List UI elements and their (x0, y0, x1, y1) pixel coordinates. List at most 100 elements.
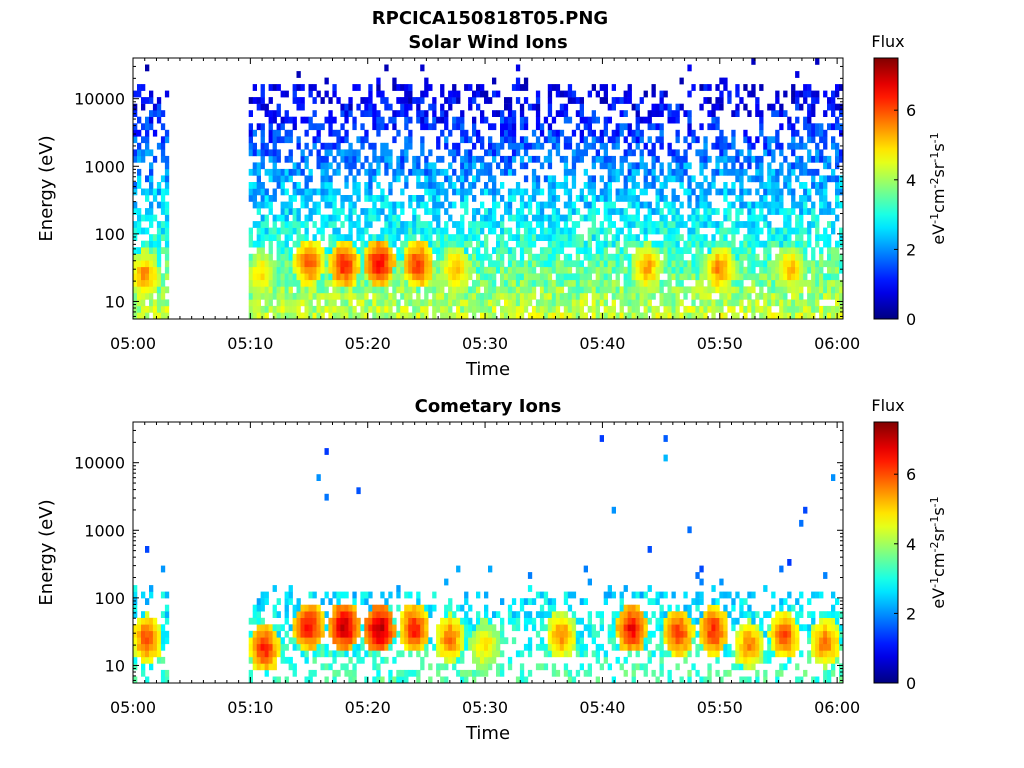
spectrogram-cell (775, 279, 780, 287)
spectrogram-cell (296, 71, 301, 78)
spectrogram-cell (611, 312, 616, 320)
spectrogram-cell (248, 253, 253, 261)
spectrogram-cell (683, 136, 688, 144)
spectrogram-cell (751, 273, 756, 281)
spectrogram-cell (547, 260, 553, 268)
spectrogram-cell (376, 604, 381, 612)
spectrogram-cell (412, 617, 417, 625)
spectrogram-cell (460, 123, 465, 131)
spectrogram-cell (555, 149, 561, 157)
spectrogram-cell (719, 240, 724, 248)
spectrogram-cell (751, 208, 756, 215)
spectrogram-cell (743, 273, 748, 281)
spectrogram-cell (372, 247, 377, 254)
spectrogram-cell (735, 195, 740, 202)
spectrogram-cell (476, 624, 481, 632)
spectrogram-cell (141, 663, 146, 671)
spectrogram-cell (149, 630, 154, 638)
spectrogram-cell (384, 247, 389, 254)
spectrogram-cell (627, 650, 632, 658)
spectrogram-cell (791, 253, 796, 261)
spectrogram-cell (420, 617, 425, 625)
spectrogram-cell (500, 279, 505, 287)
spectrogram-cell (603, 312, 608, 320)
spectrogram-cell (368, 175, 373, 183)
spectrogram-cell (667, 110, 672, 117)
spectrogram-cell (352, 253, 357, 261)
spectrogram-cell (460, 214, 465, 222)
spectrogram-cell (388, 630, 393, 638)
spectrogram-cell (815, 168, 820, 176)
spectrogram-cell (416, 227, 421, 235)
spectrogram-cell (440, 292, 445, 300)
spectrogram-cell (428, 286, 433, 294)
spectrogram-cell (308, 247, 313, 254)
spectrogram-cell (280, 273, 285, 281)
spectrogram-cell (571, 591, 577, 599)
spectrogram-cell (603, 129, 608, 137)
spectrogram-cell (519, 663, 525, 671)
spectrogram-cell (344, 604, 349, 612)
spectrogram-cell (312, 110, 317, 117)
spectrogram-cell (587, 624, 592, 632)
spectrogram-cell (141, 214, 146, 222)
spectrogram-cell (591, 227, 596, 235)
spectrogram-cell (484, 247, 489, 254)
spectrogram-cell (627, 195, 632, 202)
spectrogram-cell (571, 260, 577, 268)
spectrogram-cell (428, 663, 433, 671)
spectrogram-cell (272, 188, 277, 196)
spectrogram-cell (388, 240, 393, 248)
spectrogram-cell (312, 292, 317, 300)
spectrogram-cell (264, 312, 269, 320)
spectrogram-cell (695, 286, 700, 294)
spectrogram-cell (559, 630, 565, 638)
spectrogram-cell (791, 162, 796, 170)
spectrogram-cell (703, 312, 708, 320)
spectrogram-cell (348, 624, 353, 632)
spectrogram-cell (280, 643, 285, 651)
spectrogram-cell (368, 279, 373, 287)
spectrogram-cell (340, 201, 345, 209)
spectrogram-cell (404, 234, 409, 241)
spectrogram-cell (400, 84, 405, 91)
spectrogram-cell (133, 630, 138, 638)
spectrogram-cell (619, 266, 624, 274)
spectrogram-cell (759, 116, 764, 124)
spectrogram-cell (703, 273, 708, 281)
spectrogram-cell (727, 214, 732, 222)
spectrogram-cell (775, 253, 780, 261)
spectrogram-cell (615, 312, 620, 320)
spectrogram-cell (523, 136, 529, 144)
spectrogram-cell (496, 201, 501, 209)
spectrogram-cell (476, 175, 481, 183)
spectrogram-cell (444, 578, 449, 586)
spectrogram-cell (252, 260, 257, 268)
spectrogram-cell (627, 129, 632, 137)
spectrogram-cell (264, 188, 269, 196)
spectrogram-cell (496, 253, 501, 261)
spectrogram-cell (535, 221, 541, 228)
spectrogram-cell (783, 312, 788, 320)
spectrogram-cell (707, 188, 712, 196)
spectrogram-cell (384, 97, 389, 104)
spectrogram-cell (739, 188, 744, 196)
spectrogram-cell (647, 208, 652, 215)
spectrogram-cell (703, 84, 708, 91)
spectrogram-cell (579, 286, 584, 294)
spectrogram-cell (156, 97, 162, 104)
spectrogram-cell (643, 266, 648, 274)
spectrogram-cell (436, 650, 441, 658)
spectrogram-cell (145, 637, 150, 645)
spectrogram-cell (260, 84, 265, 91)
spectrogram-cell (328, 188, 333, 196)
colorbar-tick-label: 2 (906, 240, 916, 259)
spectrogram-cell (551, 116, 557, 124)
spectrogram-cell (145, 136, 150, 144)
spectrogram-cell (631, 611, 636, 618)
spectrogram-cell (360, 123, 365, 131)
spectrogram-cell (759, 214, 764, 222)
spectrogram-cell (819, 266, 824, 274)
spectrogram-cell (308, 604, 313, 612)
spectrogram-cell (631, 643, 636, 651)
